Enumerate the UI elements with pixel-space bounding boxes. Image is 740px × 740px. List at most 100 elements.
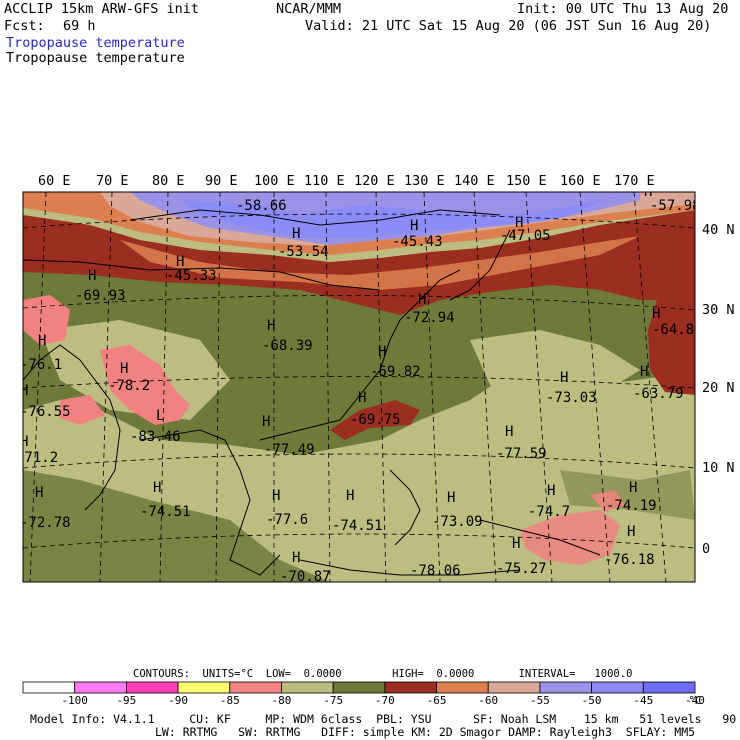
field-title: Tropopause temperature — [6, 50, 185, 66]
physics-info: LW: RRTMG SW: RRTMG DIFF: simple KM: 2D … — [155, 725, 696, 739]
colorbar-label: -60 — [478, 694, 499, 707]
forecast-label: Fcst: — [4, 18, 45, 34]
colorbar-swatch — [177, 681, 231, 694]
tropopause-temperature-field: -58.66H-53.54H-45.43H-47.05H-57.98H-45.3… — [16, 184, 701, 585]
colorbar-label: -55 — [529, 694, 550, 707]
colorbar-swatch — [229, 681, 282, 694]
extrema-value: -57.98 — [650, 198, 701, 214]
colorbar-swatch — [384, 681, 437, 694]
high-marker: H — [292, 226, 300, 242]
high-marker: H — [88, 268, 96, 284]
model-info: Model Info: V4.1.1 CU: KF MP: WDM 6class… — [30, 712, 740, 726]
extrema-value: -63.79 — [633, 386, 684, 402]
high-marker: H — [378, 344, 386, 360]
extrema-value: -73.03 — [546, 390, 597, 406]
extrema-value: -77.59 — [496, 446, 547, 462]
high-marker: H — [410, 218, 418, 234]
colorbar-label: -90 — [168, 694, 188, 707]
colorbar-label: -85 — [219, 694, 240, 707]
extrema-value: -77.6 — [266, 512, 308, 528]
high-marker: H — [629, 480, 637, 496]
extrema-value: -75.27 — [496, 561, 547, 577]
longitude-label: 140 E — [454, 173, 495, 189]
forecast-hours: 69 h — [63, 18, 96, 34]
high-marker: H — [640, 364, 648, 380]
longitude-label: 60 E — [38, 173, 71, 189]
latitude-label: 20 N — [702, 380, 735, 396]
colorbar-swatch — [436, 681, 489, 694]
colorbar-swatch — [539, 681, 593, 694]
extrema-value: -68.39 — [262, 338, 313, 354]
colorbar-swatch — [487, 681, 541, 694]
extrema-value: -77.49 — [264, 442, 315, 458]
coastlines — [23, 209, 601, 576]
extrema-value: -76.55 — [20, 404, 71, 420]
high-marker: H — [547, 483, 555, 499]
extrema-value: -64.8 — [652, 322, 694, 338]
contour-info: CONTOURS: UNITS=°C LOW= 0.0000 HIGH= 0.0… — [133, 668, 633, 680]
high-marker: H — [292, 550, 300, 566]
organization: NCAR/MMM — [276, 1, 342, 17]
high-marker: H — [38, 333, 46, 349]
longitude-label: 130 E — [404, 173, 445, 189]
colorbar-label: -100 — [61, 694, 88, 707]
high-marker: H — [358, 390, 366, 406]
extrema-value: -58.66 — [236, 198, 287, 214]
high-marker: H — [515, 215, 523, 231]
high-marker: H — [267, 318, 275, 334]
longitude-label: 100 E — [254, 173, 295, 189]
high-marker: H — [418, 292, 426, 308]
latitude-label: 30 N — [702, 302, 735, 318]
high-marker: H — [176, 254, 184, 270]
extrema-value: -69.82 — [370, 364, 421, 380]
high-marker: H — [560, 370, 568, 386]
longitude-label: 170 E — [614, 173, 655, 189]
extrema-value: -74.51 — [332, 518, 383, 534]
colorbar-label: -80 — [271, 694, 292, 707]
latitude-label: 10 N — [702, 460, 735, 476]
high-marker: H — [644, 184, 652, 200]
extrema-value: -74.7 — [528, 504, 570, 520]
extrema-value: -76.1 — [20, 357, 62, 373]
high-marker: H — [447, 490, 455, 506]
lat-lon-grid — [23, 192, 695, 582]
high-marker: H — [35, 485, 43, 501]
high-marker: H — [512, 536, 520, 552]
colorbar-label: -50 — [581, 694, 602, 707]
colorbar-label: -75 — [323, 694, 344, 707]
extrema-value: -78.06 — [410, 563, 461, 579]
colorbar-swatch — [591, 681, 644, 694]
extrema-value: -70.87 — [280, 569, 331, 585]
colorbar — [22, 681, 696, 694]
field-title-blue: Tropopause temperature — [6, 35, 185, 51]
map-frame — [22, 191, 696, 583]
extrema-value: -73.09 — [432, 514, 483, 530]
init-time: Init: 00 UTC Thu 13 Aug 20 — [517, 1, 729, 17]
colorbar-label: -45 — [633, 694, 654, 707]
longitude-label: 110 E — [304, 173, 345, 189]
colorbar-swatch — [642, 681, 696, 694]
high-marker: H — [652, 306, 660, 322]
colorbar-swatch — [332, 681, 386, 694]
colorbar-swatch — [125, 681, 179, 694]
extrema-value: -45.33 — [166, 268, 217, 284]
extrema-value: -69.93 — [75, 288, 126, 304]
extrema-value: -71.2 — [16, 450, 58, 466]
longitude-label: 150 E — [506, 173, 547, 189]
model-title: ACCLIP 15km ARW-GFS init — [4, 1, 200, 17]
high-marker: H — [20, 434, 28, 450]
extrema-value: -78.2 — [108, 378, 150, 394]
extrema-value: -76.18 — [604, 552, 655, 568]
extrema-value: -83.46 — [130, 429, 181, 445]
high-marker: H — [346, 488, 354, 504]
extrema-value: -69.75 — [350, 412, 401, 428]
colorbar-swatch — [22, 681, 76, 694]
colorbar-label: -70 — [374, 694, 395, 707]
longitude-label: 70 E — [96, 173, 129, 189]
high-marker: H — [20, 383, 28, 399]
extrema-value: -47.05 — [500, 228, 551, 244]
longitude-label: 120 E — [354, 173, 395, 189]
colorbar-label: -65 — [426, 694, 447, 707]
colorbar-label: °C — [688, 694, 702, 707]
